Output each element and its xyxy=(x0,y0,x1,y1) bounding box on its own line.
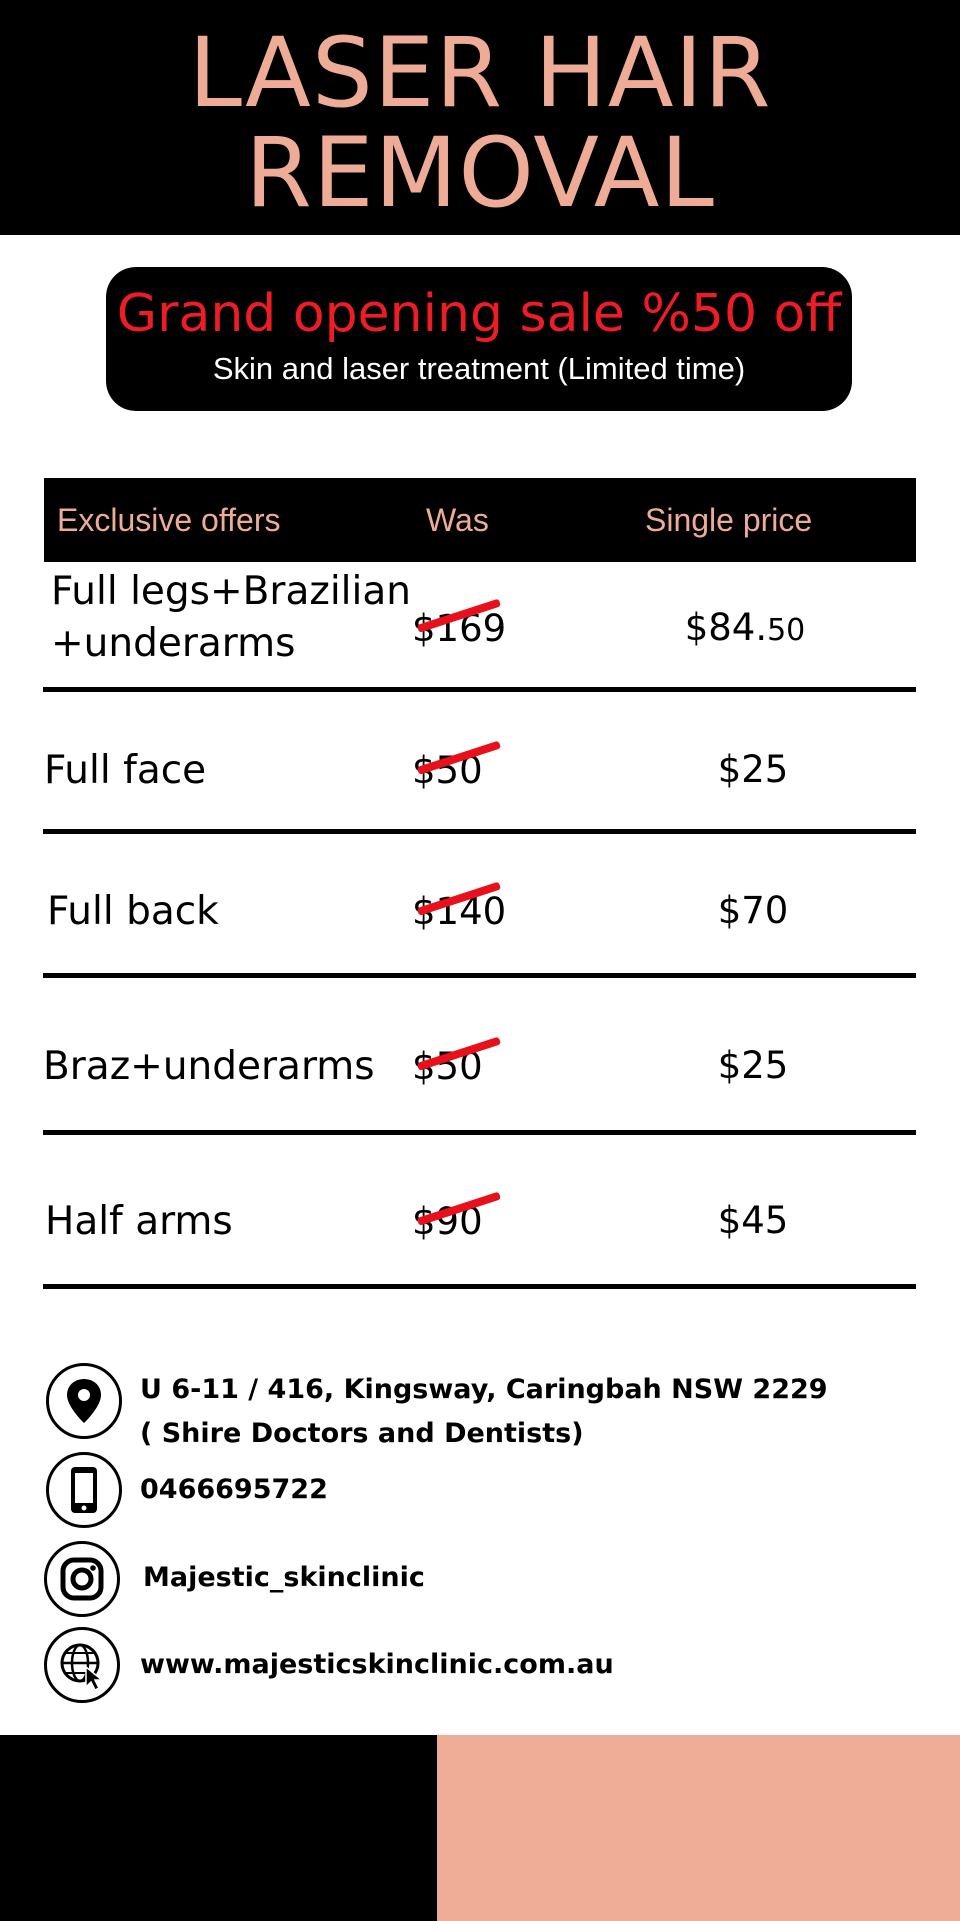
sale-price-cents: 50 xyxy=(767,613,806,648)
instagram-icon xyxy=(44,1541,120,1617)
offer-name: Braz+underarms xyxy=(43,1044,375,1089)
address-line2: ( Shire Doctors and Dentists) xyxy=(140,1418,584,1449)
instagram-handle[interactable]: Majestic_skinclinic xyxy=(143,1562,425,1593)
row-divider xyxy=(43,829,916,834)
footer-block-pink xyxy=(437,1735,960,1921)
sale-price: $25 xyxy=(717,748,789,791)
offer-name: Full face xyxy=(44,748,207,793)
phone-icon xyxy=(46,1452,122,1528)
sale-price-main: $84. xyxy=(684,606,768,649)
globe-cursor-icon xyxy=(44,1627,120,1703)
was-price: $140 xyxy=(412,881,532,938)
promo-subtext: Skin and laser treatment (Limited time) xyxy=(212,351,746,386)
promo-headline: Grand opening sale %50 off xyxy=(116,284,842,344)
sale-price: $45 xyxy=(717,1199,789,1242)
column-header-was: Was xyxy=(426,502,489,538)
row-divider xyxy=(43,1130,916,1135)
row-divider xyxy=(43,973,916,978)
location-pin-icon xyxy=(46,1363,122,1439)
was-price: $90 xyxy=(412,1191,532,1248)
website-link[interactable]: www.majesticskinclinic.com.au xyxy=(140,1649,614,1680)
sale-price: $70 xyxy=(717,889,789,932)
column-header-offers: Exclusive offers xyxy=(57,502,281,538)
row-divider xyxy=(43,687,916,692)
offer-name: Full back xyxy=(47,889,219,934)
offer-name: Half arms xyxy=(45,1199,233,1244)
offer-name-line1: Full legs+Brazilian xyxy=(51,569,411,614)
footer-block-black xyxy=(0,1735,437,1921)
phone-number[interactable]: 0466695722 xyxy=(140,1474,328,1505)
sale-price: $84.50 xyxy=(665,603,825,656)
was-price: $50 xyxy=(412,1036,532,1093)
was-price: $50 xyxy=(412,740,532,797)
address-line1: U 6-11 / 416, Kingsway, Caringbah NSW 22… xyxy=(140,1374,828,1405)
offer-name-line2: +underarms xyxy=(51,621,296,666)
page-title-line1: LASER HAIR xyxy=(188,17,772,129)
page-title-line2: REMOVAL xyxy=(245,117,715,229)
column-header-price: Single price xyxy=(645,502,813,538)
sale-price: $25 xyxy=(717,1044,789,1087)
price-table-header: Exclusive offers Was Single price xyxy=(44,478,916,562)
was-price: $169 xyxy=(412,598,532,655)
header-banner: LASER HAIR REMOVAL xyxy=(0,0,960,235)
promo-banner: Grand opening sale %50 off Skin and lase… xyxy=(106,267,852,411)
row-divider xyxy=(43,1284,916,1289)
